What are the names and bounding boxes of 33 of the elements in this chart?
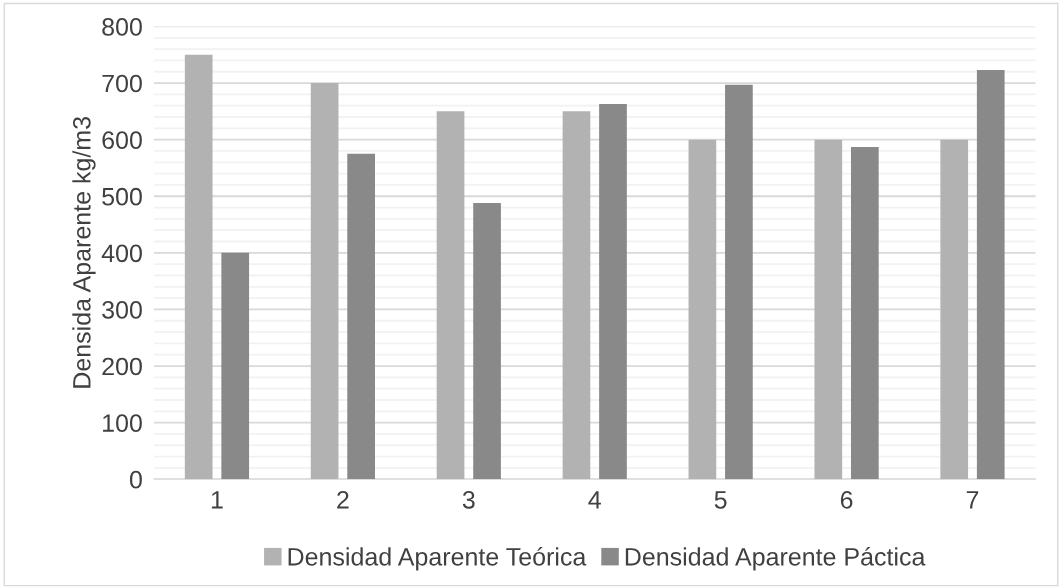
x-tick-label: 7 bbox=[966, 491, 979, 509]
y-tick-label: 600 bbox=[102, 131, 142, 149]
x-tick-label: 5 bbox=[714, 491, 727, 509]
bar bbox=[436, 111, 465, 480]
x-tick-label: 1 bbox=[211, 491, 223, 509]
bar bbox=[940, 139, 969, 480]
x-tick-label: 4 bbox=[588, 491, 601, 509]
y-tick-label: 0 bbox=[129, 470, 142, 489]
bar bbox=[850, 147, 879, 480]
bar bbox=[599, 104, 627, 480]
bar bbox=[221, 252, 250, 480]
y-tick-label: 100 bbox=[103, 414, 142, 432]
x-tick-label: 2 bbox=[337, 490, 349, 509]
bar bbox=[347, 153, 375, 480]
y-axis-title: Densida Aparente kg/m3 bbox=[72, 117, 96, 388]
y-tick-label: 800 bbox=[102, 18, 142, 36]
legend-label: Densidad Aparente Teórica bbox=[288, 547, 587, 571]
y-tick-label: 400 bbox=[101, 244, 142, 263]
bar bbox=[976, 70, 1005, 480]
bar bbox=[473, 203, 501, 480]
bar bbox=[310, 83, 339, 480]
bar bbox=[814, 139, 843, 480]
bar bbox=[725, 84, 753, 480]
bar bbox=[562, 111, 591, 480]
y-tick-label: 300 bbox=[102, 301, 142, 319]
bar bbox=[184, 54, 213, 480]
y-tick-label: 200 bbox=[102, 357, 142, 376]
x-tick-label: 6 bbox=[840, 490, 853, 509]
legend-label: Densidad Aparente Páctica bbox=[625, 547, 926, 571]
x-tick-label: 3 bbox=[462, 490, 475, 509]
y-tick-label: 500 bbox=[102, 187, 142, 206]
y-tick-label: 700 bbox=[102, 74, 142, 93]
bar bbox=[688, 139, 717, 480]
